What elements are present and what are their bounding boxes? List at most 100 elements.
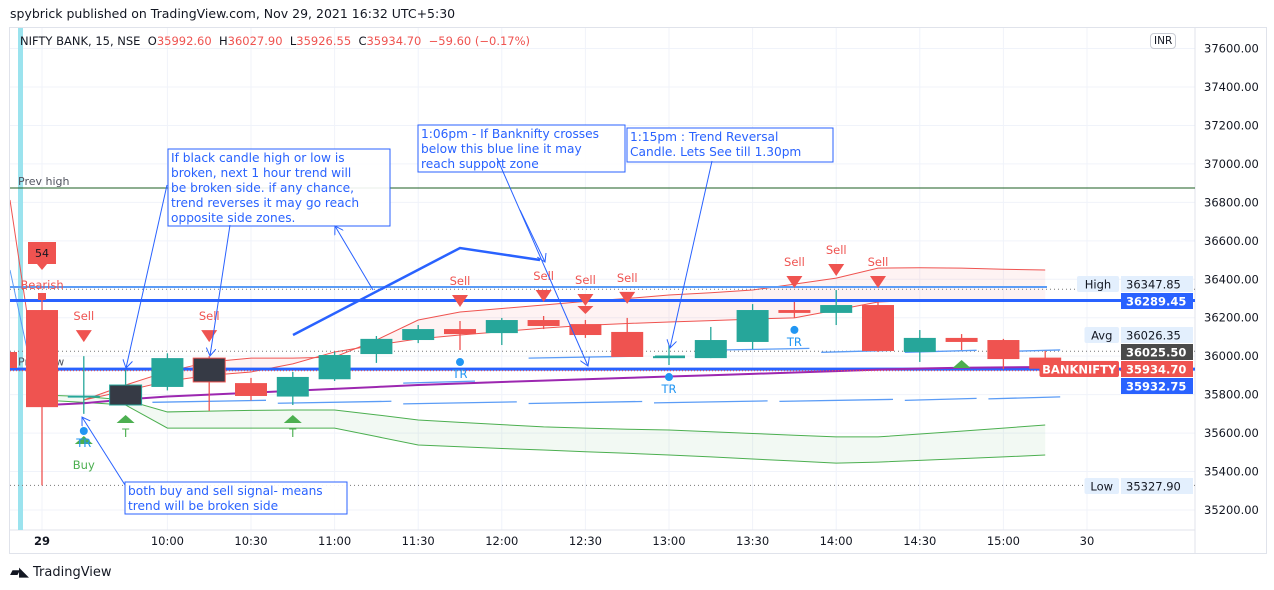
price-tick-label: 35800.00 (1204, 388, 1259, 402)
annotation-text-line: 1:06pm - If Banknifty crosses (421, 127, 599, 141)
upper-band-red-line (83, 267, 1046, 401)
tr-signal-label: TR (660, 382, 676, 396)
price-badge-value: 36025.50 (1126, 346, 1186, 360)
close-value: 35934.70 (366, 34, 422, 48)
price-badge-value: 35932.75 (1126, 380, 1186, 394)
time-tick-label: 13:00 (652, 534, 685, 548)
annotation-arrow (126, 184, 168, 368)
price-tick-label: 37000.00 (1204, 157, 1259, 171)
candle-body (820, 305, 853, 313)
annotation-box (417, 124, 626, 173)
level-segment (653, 400, 768, 404)
up-triangle-icon (283, 415, 302, 424)
candle-body (569, 324, 602, 336)
candle-body (235, 383, 267, 396)
pattern-label: Bearish (20, 278, 63, 292)
annotation-text-line: trend will be broken side (128, 499, 278, 513)
annotation-box (626, 127, 834, 163)
prev-candle-edge (10, 352, 17, 368)
time-tick-label: 30 (1080, 534, 1095, 548)
candle-body (778, 310, 811, 313)
price-tick-label: 36200.00 (1204, 311, 1259, 325)
symbol-legend: NIFTY BANK, 15, NSE O35992.60 H36027.90 … (20, 34, 530, 48)
candle-body (402, 329, 435, 341)
currency-button[interactable]: INR (1150, 33, 1177, 49)
high-label: H (219, 34, 228, 48)
sell-signal-label: Sell (575, 273, 596, 287)
price-tag-badge (1084, 478, 1119, 494)
footer-brand: TradingView (33, 565, 112, 580)
lower-band-green-line (41, 399, 1046, 464)
sell-signal-label: Sell (868, 255, 889, 269)
price-tick-label: 35600.00 (1204, 426, 1259, 440)
session-break-marker (18, 28, 23, 530)
level-segment (403, 380, 476, 384)
tradingview-logo-icon: ▰◣ (10, 565, 29, 580)
time-tick-label: 12:30 (569, 534, 602, 548)
close-label: C (358, 34, 367, 48)
annotation-text-line: opposite side zones. (171, 211, 295, 225)
time-tick-label: 14:00 (820, 534, 853, 548)
price-tag-label: Low (1090, 480, 1113, 494)
level-segment (403, 401, 517, 405)
price-badge (1121, 293, 1193, 309)
pattern-marker (38, 293, 46, 300)
candle-body (862, 305, 894, 351)
price-badge-value: 36026.35 (1126, 329, 1181, 343)
annotation-text-line: reach support zone (421, 157, 539, 171)
annotation-box (167, 148, 391, 227)
chart-frame (9, 27, 1267, 554)
candle-body (903, 337, 936, 352)
price-badge-value: 36347.85 (1126, 278, 1181, 292)
time-tick-label: 12:00 (485, 534, 518, 548)
green-band-fill (42, 395, 1046, 464)
up-triangle-icon (116, 415, 135, 424)
annotation-text-line: trend reverses it may go reach (171, 196, 359, 210)
high-value: 36027.90 (227, 34, 283, 48)
upper-band-green-line (41, 394, 1046, 438)
time-tick-label: 14:30 (903, 534, 936, 548)
price-badge (1121, 478, 1193, 494)
candle-body (26, 310, 58, 408)
level-segment (904, 349, 977, 353)
candle-body (67, 395, 100, 398)
price-badge (1121, 378, 1193, 394)
price-badge (1121, 344, 1193, 360)
price-tick-label: 36400.00 (1204, 272, 1259, 286)
low-label: L (289, 34, 297, 48)
tr-signal-label: TR (786, 335, 802, 349)
candle-body (444, 329, 476, 335)
candle-body (192, 357, 226, 383)
sell-triangle-icon (75, 330, 92, 343)
symbol-name[interactable]: NIFTY BANK, 15, NSE (20, 34, 141, 48)
sell-triangle-icon (870, 275, 886, 288)
sell-signal-label: Sell (826, 243, 847, 257)
low-value: 35926.55 (296, 34, 352, 48)
candle-body (527, 320, 560, 326)
pattern-count: 54 (35, 247, 49, 260)
annotation-arrow (82, 417, 126, 486)
price-tag-label: High (1085, 278, 1111, 292)
price-tick-label: 37200.00 (1204, 118, 1259, 132)
annotation-text-line: broken, next 1 hour trend will (171, 166, 351, 180)
price-badge-value: 35934.70 (1126, 363, 1186, 377)
tr-signal-label: TR (451, 367, 467, 381)
level-segment (904, 397, 977, 402)
price-badge (1121, 327, 1193, 343)
sell-triangle-icon (201, 330, 218, 343)
annotation-text-line: be broken side. if any chance, (171, 181, 354, 195)
price-tag-label: Avg (1091, 329, 1112, 343)
up-triangle-icon (952, 360, 971, 369)
candle-body (987, 340, 1020, 360)
annotation-arrow (210, 224, 231, 356)
candle-body (694, 340, 727, 359)
time-tick-label: 11:30 (402, 534, 435, 548)
annotation-arrow (335, 226, 374, 291)
sell-triangle-icon (535, 289, 552, 302)
price-tick-label: 37400.00 (1204, 80, 1259, 94)
price-tag-badge (1039, 361, 1119, 377)
sell-triangle-icon (786, 275, 803, 288)
